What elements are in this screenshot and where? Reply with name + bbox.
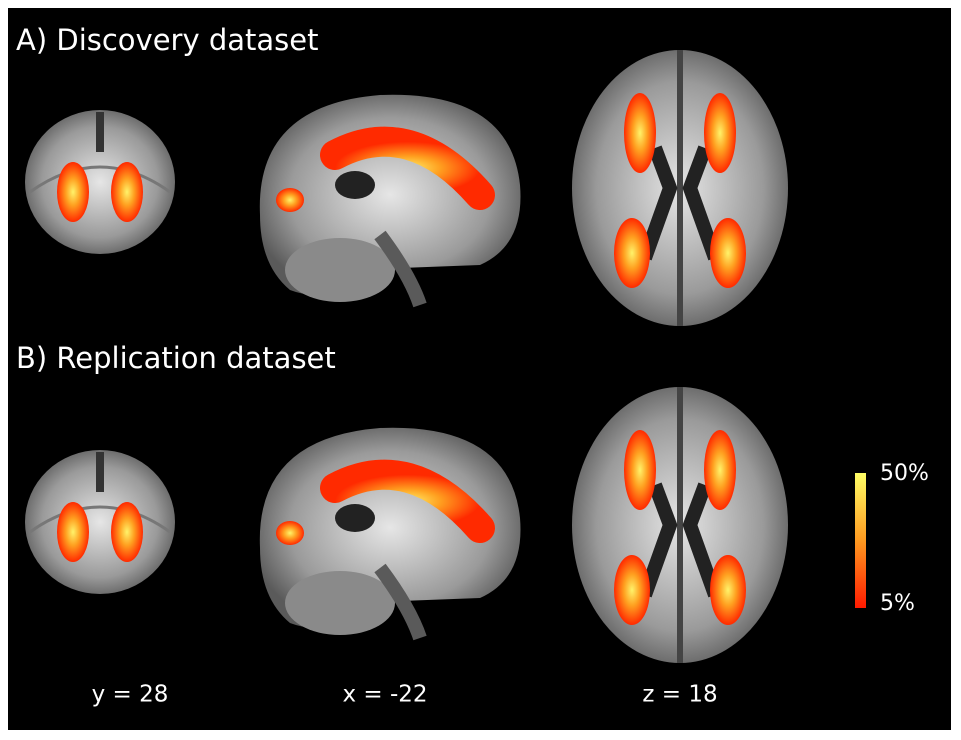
axial-slice [572,50,788,326]
figure: A) Discovery dataset B) Replication data… [0,0,961,740]
colorbar [855,473,866,608]
slice-label: z = 18 [642,682,717,708]
colorbar-min-label: 5% [880,591,915,616]
panel-title: A) Discovery dataset [16,23,319,57]
coronal-slice [25,450,175,594]
colorbar-max-label: 50% [880,461,929,486]
axial-slice [572,387,788,663]
slice-label: x = -22 [342,682,427,708]
panel-title: B) Replication dataset [16,341,336,375]
slice-label: y = 28 [92,682,169,708]
coronal-slice [25,110,175,254]
page: {"panels": [{"title": "A) Discovery data… [0,0,961,740]
